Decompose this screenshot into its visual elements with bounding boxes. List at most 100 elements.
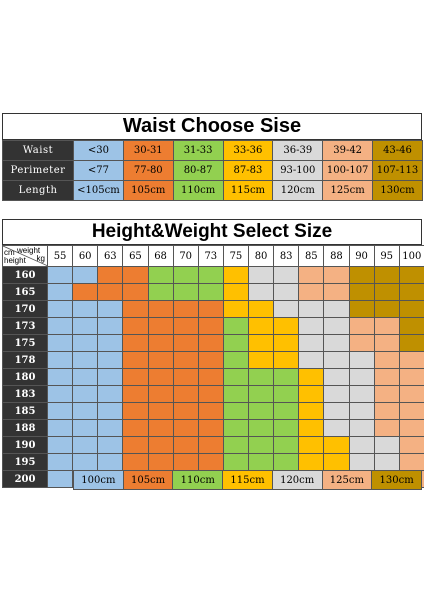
size-grid-cell (72, 317, 99, 335)
size-grid-cell (273, 453, 300, 471)
size-grid-cell (348, 436, 375, 454)
waist-table-cell: 110cm (172, 180, 224, 201)
height-row: 175 (2, 334, 424, 352)
size-grid-cell (373, 453, 400, 471)
height-label-cell: 180 (2, 368, 48, 386)
size-grid-cell (172, 436, 199, 454)
size-grid-cell (46, 317, 74, 335)
size-grid-cell (247, 317, 275, 335)
size-grid-cell (398, 368, 424, 386)
size-grid-cell (197, 317, 224, 335)
size-grid-cell (97, 351, 124, 369)
size-grid-cell (147, 419, 174, 437)
size-grid-cell (222, 300, 250, 318)
legend-cell: 120cm (271, 470, 323, 490)
size-grid-cell (97, 334, 124, 352)
size-grid-cell (222, 334, 250, 352)
size-grid-cell (348, 300, 375, 318)
size-grid-cell (172, 283, 199, 301)
waist-table-cell: 105cm (122, 180, 174, 201)
size-grid-cell (247, 385, 275, 403)
size-grid-cell (97, 300, 124, 318)
size-grid-cell (348, 368, 375, 386)
size-grid-cell (373, 351, 400, 369)
size-grid-cell (147, 368, 174, 386)
size-grid-cell (222, 402, 250, 420)
size-grid-cell (298, 385, 325, 403)
size-grid-cell (373, 436, 400, 454)
weight-header-cell: 75 (222, 245, 250, 267)
size-grid-cell (197, 453, 224, 471)
size-grid-cell (97, 368, 124, 386)
waist-row-label: Waist (2, 140, 74, 161)
waist-table-cell: 120cm (272, 180, 324, 201)
corner-height-label: height (4, 256, 26, 265)
waist-chart-title: Waist Choose Sise (2, 113, 422, 140)
size-grid-cell (122, 453, 149, 471)
size-grid-cell (172, 351, 199, 369)
height-row: 160 (2, 266, 424, 284)
size-grid-cell (348, 283, 375, 301)
legend-cell: 115cm (222, 470, 273, 490)
size-grid-cell (46, 402, 74, 420)
weight-header-row: weight kg cm height 55 60 63 65 68 70 73 75 80 83 85 88… (2, 245, 424, 267)
weight-header-cell: 70 (172, 245, 199, 267)
size-grid-cell (46, 470, 74, 488)
size-grid-cell (247, 266, 275, 284)
size-grid-cell (97, 436, 124, 454)
size-grid-cell (373, 385, 400, 403)
size-grid-cell (197, 419, 224, 437)
size-grid-cell (222, 419, 250, 437)
size-grid-cell (46, 266, 74, 284)
size-grid-cell (197, 385, 224, 403)
size-grid-cell (222, 317, 250, 335)
size-grid-cell (172, 419, 199, 437)
size-grid-cell (323, 402, 350, 420)
size-grid-cell (222, 266, 250, 284)
size-grid-cell (298, 300, 325, 318)
weight-header-cell: 60 (72, 245, 99, 267)
size-grid-cell (122, 402, 149, 420)
weight-header-cell: 55 (46, 245, 74, 267)
size-grid-cell (46, 368, 74, 386)
size-grid-cell (373, 317, 400, 335)
size-grid-cell (273, 317, 300, 335)
size-grid-cell (298, 351, 325, 369)
size-grid-cell (172, 402, 199, 420)
size-grid-cell (273, 436, 300, 454)
size-grid-cell (373, 368, 400, 386)
size-grid-cell (147, 317, 174, 335)
height-label-cell: 183 (2, 385, 48, 403)
size-grid-cell (222, 283, 250, 301)
height-label-cell: 170 (2, 300, 48, 318)
waist-table-cell: 43-46 (372, 140, 423, 161)
waist-size-table: Waist <30 30-31 31-33 33-36 36-39 39-42 43-46 Pe… (2, 140, 423, 201)
size-grid-cell (398, 300, 424, 318)
size-grid-cell (247, 402, 275, 420)
size-grid-cell (298, 283, 325, 301)
size-grid-cell (72, 283, 99, 301)
waist-table-cell: <30 (73, 140, 124, 161)
size-grid-cell (172, 266, 199, 284)
waist-table-cell: 36-39 (272, 140, 324, 161)
legend-cell: 130cm (371, 470, 422, 490)
size-grid-cell (323, 334, 350, 352)
size-grid-cell (97, 402, 124, 420)
height-weight-grid: weight kg cm height 55 60 63 65 68 70 73 75 80 83 85 88… (2, 245, 424, 488)
size-grid-cell (97, 453, 124, 471)
size-grid-cell (147, 436, 174, 454)
size-grid-cell (298, 334, 325, 352)
size-grid-cell (46, 351, 74, 369)
weight-header-cell: 65 (122, 245, 149, 267)
size-grid-cell (147, 334, 174, 352)
weight-header-cell: 88 (323, 245, 350, 267)
size-grid-cell (222, 351, 250, 369)
size-grid-cell (398, 419, 424, 437)
size-grid-cell (323, 317, 350, 335)
size-grid-cell (197, 351, 224, 369)
corner-weight-label: weight (17, 246, 41, 255)
height-row: 173 (2, 317, 424, 335)
size-grid-cell (298, 317, 325, 335)
length-legend: 100cm 105cm 110cm 115cm 120cm 125cm 130cm (73, 470, 422, 490)
size-grid-cell (72, 453, 99, 471)
